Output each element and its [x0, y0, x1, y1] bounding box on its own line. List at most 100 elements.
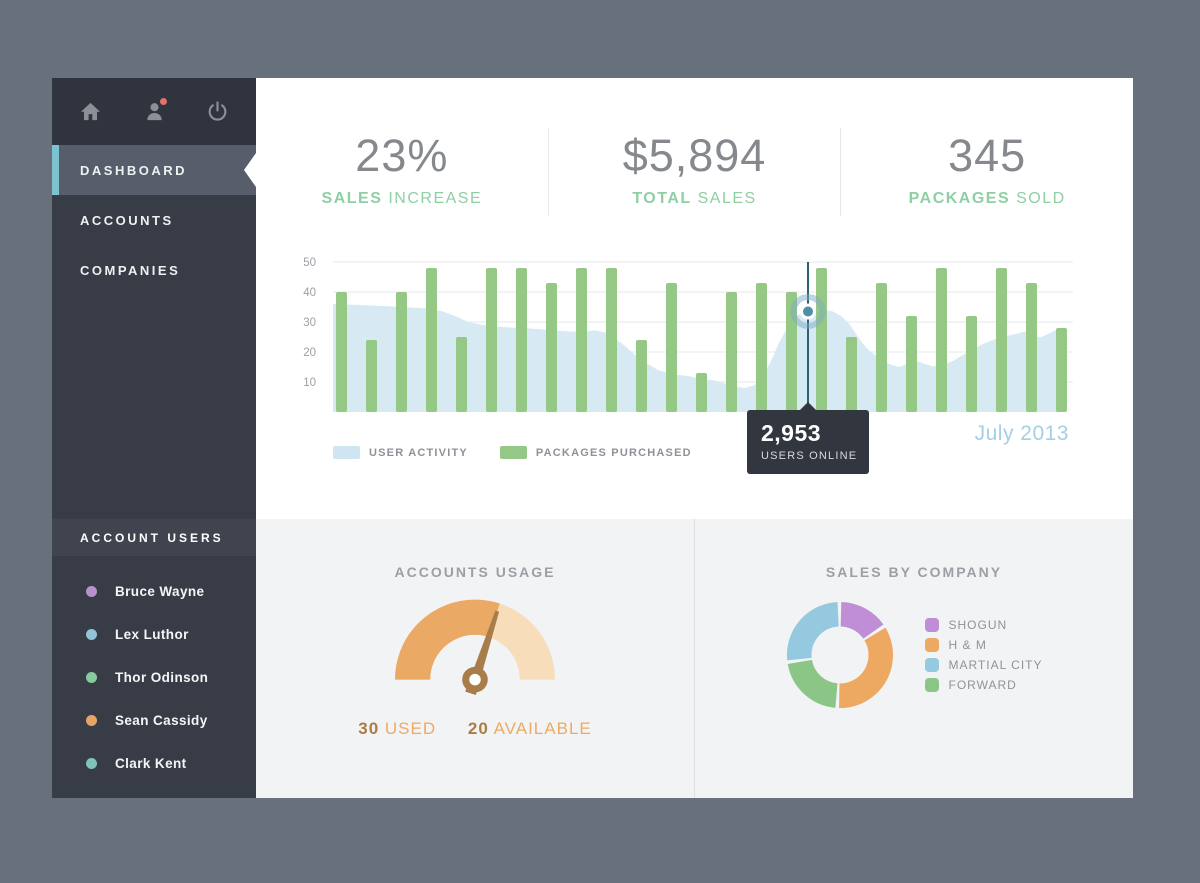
sales-donut-chart — [785, 600, 895, 710]
packages-bar[interactable] — [606, 268, 617, 412]
user-name: Thor Odinson — [115, 670, 209, 685]
packages-bar[interactable] — [666, 283, 677, 412]
stat-label-rest: SALES — [697, 190, 757, 207]
stat-label-rest: INCREASE — [388, 190, 483, 207]
stat-label-strong: PACKAGES — [908, 190, 1011, 207]
sidebar-item-companies[interactable]: COMPANIES — [80, 262, 181, 278]
donut-row: SHOGUN H & M MARTIAL CITY FORWARD — [695, 600, 1133, 710]
packages-bar[interactable] — [366, 340, 377, 412]
account-users-list: Bruce Wayne Lex Luthor Thor Odinson Sean Ca… — [52, 556, 256, 798]
chart-panel: 23% SALES INCREASE $5,894 TOTAL SALES 345 PAC… — [256, 78, 1133, 519]
sidebar-item-dashboard[interactable]: DASHBOARD — [52, 145, 256, 195]
packages-bar[interactable] — [996, 268, 1007, 412]
donut-legend-item[interactable]: SHOGUN — [925, 615, 1042, 635]
stat-label-strong: SALES — [321, 190, 383, 207]
donut-legend-swatch — [925, 678, 940, 692]
packages-bar[interactable] — [516, 268, 527, 412]
sidebar-item-accounts[interactable]: ACCOUNTS — [80, 212, 174, 228]
packages-bar[interactable] — [1056, 328, 1067, 412]
donut-legend-label: FORWARD — [948, 678, 1017, 692]
legend-item[interactable]: USER ACTIVITY — [333, 446, 468, 459]
home-icon[interactable] — [79, 100, 102, 123]
user-list-item[interactable]: Sean Cassidy — [52, 699, 256, 742]
legend-item[interactable]: PACKAGES PURCHASED — [499, 446, 692, 459]
user-status-dot — [86, 672, 97, 683]
power-icon[interactable] — [206, 100, 229, 123]
packages-bar[interactable] — [396, 292, 407, 412]
packages-bar[interactable] — [456, 337, 467, 412]
stats-row: 23% SALES INCREASE $5,894 TOTAL SALES 345 PAC… — [256, 128, 1133, 216]
notification-dot — [159, 98, 167, 105]
accounts-usage-title: ACCOUNTS USAGE — [394, 564, 556, 580]
stat-label-strong: TOTAL — [632, 190, 692, 207]
packages-bar[interactable] — [846, 337, 857, 412]
sales-by-company-panel: SALES BY COMPANY SHOGUN H & M MARTIAL CITY… — [694, 519, 1133, 798]
user-list-item[interactable]: Bruce Wayne — [52, 570, 256, 613]
stat-value: 345 — [948, 130, 1027, 181]
legend-swatch — [499, 446, 527, 459]
packages-bar[interactable] — [486, 268, 497, 412]
users-online-tooltip: 2,953 USERS ONLINE — [747, 402, 869, 474]
packages-bar[interactable] — [636, 340, 647, 412]
chart-legend: USER ACTIVITY PACKAGES PURCHASED — [333, 446, 724, 459]
marker-dot[interactable] — [800, 303, 816, 320]
user-status-dot — [86, 586, 97, 597]
user-list-item[interactable]: Thor Odinson — [52, 656, 256, 699]
dashboard-card: DASHBOARD ACCOUNTS COMPANIES ACCOUNT USERS… — [52, 78, 1133, 798]
packages-bar[interactable] — [966, 316, 977, 412]
user-name: Lex Luthor — [115, 627, 189, 642]
packages-bar[interactable] — [696, 373, 707, 412]
y-axis-tick: 40 — [303, 287, 316, 299]
legend-label: PACKAGES PURCHASED — [535, 446, 692, 459]
packages-bar[interactable] — [546, 283, 557, 412]
packages-bar[interactable] — [936, 268, 947, 412]
stat-value: $5,894 — [622, 130, 767, 181]
user-notifications-icon[interactable] — [143, 98, 167, 123]
used-figure: 30 USED — [358, 719, 437, 738]
user-status-dot — [86, 715, 97, 726]
donut-legend-item[interactable]: FORWARD — [925, 675, 1042, 695]
gauge-value-arc — [395, 599, 555, 681]
stat-label: SALES INCREASE — [256, 190, 548, 208]
donut-slice-shogun[interactable] — [787, 601, 894, 709]
packages-bar[interactable] — [576, 268, 587, 412]
packages-bar[interactable] — [336, 292, 347, 412]
marker-ring — [790, 294, 826, 329]
donut-legend-swatch — [925, 638, 940, 652]
donut-legend-item[interactable]: H & M — [925, 635, 1042, 655]
y-axis-tick: 20 — [303, 347, 316, 359]
donut-legend-label: SHOGUN — [948, 618, 1008, 632]
y-axis-tick: 30 — [303, 317, 316, 329]
packages-bar[interactable] — [906, 316, 917, 412]
donut-legend-swatch — [925, 658, 940, 672]
packages-bar[interactable] — [876, 283, 887, 412]
available-figure: 20 AVAILABLE — [467, 719, 592, 738]
user-list-item[interactable]: Clark Kent — [52, 742, 256, 785]
gauge-needle — [462, 610, 500, 696]
stat-card: 23% SALES INCREASE — [256, 128, 548, 216]
packages-bar[interactable] — [426, 268, 437, 412]
legend-label: USER ACTIVITY — [369, 446, 468, 459]
sidebar: DASHBOARD ACCOUNTS COMPANIES ACCOUNT USERS… — [52, 78, 256, 798]
tooltip-value: 2,953 — [761, 420, 822, 446]
packages-bar[interactable] — [1026, 283, 1037, 412]
accounts-usage-gauge — [395, 599, 555, 696]
donut-slice-h-m[interactable] — [785, 600, 895, 710]
packages-bar[interactable] — [726, 292, 737, 412]
period-label: July 2013 — [974, 422, 1069, 445]
packages-bar[interactable] — [756, 283, 767, 412]
donut-legend-swatch — [925, 618, 940, 632]
donut-legend: SHOGUN H & M MARTIAL CITY FORWARD — [925, 615, 1042, 695]
donut-legend-label: MARTIAL CITY — [948, 658, 1043, 672]
stat-label-rest: SOLD — [1016, 190, 1066, 207]
stat-card: $5,894 TOTAL SALES — [547, 128, 841, 216]
sales-by-company-title: SALES BY COMPANY — [825, 564, 1003, 580]
packages-bar[interactable] — [816, 268, 827, 412]
tooltip-label: USERS ONLINE — [761, 450, 858, 462]
user-status-dot — [86, 629, 97, 640]
donut-legend-item[interactable]: MARTIAL CITY — [925, 655, 1042, 675]
user-name: Bruce Wayne — [115, 584, 205, 599]
activity-chart: 50 40 30 20 10 — [303, 257, 1073, 413]
stat-label: PACKAGES SOLD — [841, 190, 1133, 208]
user-list-item[interactable]: Lex Luthor — [52, 613, 256, 656]
